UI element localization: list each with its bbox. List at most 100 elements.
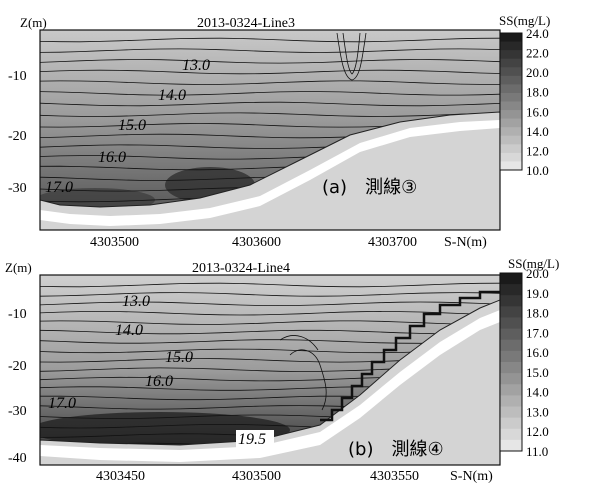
contour-line-b-3 [40,310,500,316]
colorbar-b-band-6 [500,339,522,352]
ytick-b-10: -10 [8,307,27,322]
colorbar-b-tick-7: 13.0 [526,404,549,419]
panel-b-contour-labels: 13.0 14.0 15.0 16.0 17.0 19.5 [48,293,274,448]
contour-line-a-6 [40,101,500,107]
contour-line-a-3 [40,69,500,75]
colorbar-a-band-4 [500,67,522,77]
ytick-b-20: -20 [8,359,27,374]
colorbar-b-band-10 [500,384,522,396]
ytick-b-30: -30 [8,404,27,419]
colorbar-b-band-5 [500,328,522,341]
colorbar-a-band-7 [500,92,522,102]
colorbar-b-band-4 [500,317,522,330]
colorbar-a-band-8 [500,101,522,111]
colorbar-a-band-1 [500,41,522,51]
contour-label-b-13: 13.0 [122,293,150,310]
panel-a-field [40,30,500,230]
panel-b-colorbar-label: SS(mg/L) [508,256,559,271]
colorbar-b-band-7 [500,350,522,363]
panel-a: Z(m) 2013-0324-Line3 SS(mg/L) 13.0 14.0 … [8,13,550,250]
colorbar-b-band-13 [500,417,522,430]
xtick-a-2: 4303600 [232,235,281,250]
colorbar-b-tick-3: 17.0 [526,325,549,340]
colorbar-a-band-5 [500,75,522,85]
colorbar-a-tick-0: 24.0 [526,26,549,41]
contour-line-a-2 [40,59,500,64]
colorbar-b-tick-1: 19.0 [526,286,549,301]
colorbar-a-tick-5: 14.0 [526,124,549,139]
colorbar-b-band-2 [500,295,522,307]
xtick-b-3: 4303550 [370,469,419,484]
colorbar-b-tick-6: 14.0 [526,385,549,400]
colorbar-b-tick-0: 20.0 [526,266,549,281]
ytick-b-40: -40 [8,451,27,466]
colorbar-a-tick-1: 22.0 [526,46,549,61]
xtick-a-3: 4303700 [368,235,417,250]
contour-line-b-5 [40,329,500,335]
xtick-b-1: 4303450 [96,469,145,484]
xtick-a-1: 4303500 [90,235,139,250]
colorbar-b-band-1 [500,284,522,296]
colorbar-b-band-11 [500,395,522,407]
contour-label-b-17: 17.0 [48,395,76,412]
contour-label-a-14: 14.0 [158,87,186,104]
contour-label-a-15: 15.0 [118,117,146,134]
panel-a-xticks: 4303500 4303600 4303700 S-N(m) [90,235,487,250]
ytick-a-10: -10 [8,69,27,84]
panel-a-yticks: -10 -20 -30 [8,69,27,196]
contour-label-b-195: 19.5 [238,431,266,448]
colorbar-a-band-11 [500,127,522,137]
contour-line-a-4 [40,80,500,85]
contour-line-a-7 [40,112,500,117]
colorbar-a-band-12 [500,135,522,145]
colorbar-b-band-8 [500,362,522,374]
ytick-a-20: -20 [8,129,27,144]
contour-label-b-14: 14.0 [115,322,143,339]
colorbar-a-tick-3: 18.0 [526,85,549,100]
panel-b: Z(m) 2013-0324-Line4 SS(mg/L) 13.0 14.0 … [5,256,559,484]
ytick-a-30: -30 [8,181,27,196]
contour-line-a-5 [40,91,500,96]
colorbar-a-band-10 [500,118,522,128]
colorbar-a-band-14 [500,152,522,162]
panel-b-yticks: -10 -20 -30 -40 [8,307,27,466]
contour-label-b-16: 16.0 [145,373,173,390]
panel-a-label: (a) 測線③ [322,177,417,198]
panel-b-field [40,275,500,465]
contour-line-b-1 [40,292,500,297]
panel-a-colorbar-label: SS(mg/L) [499,13,550,28]
colorbar-a-band-3 [500,58,522,68]
panel-b-title: 2013-0324-Line4 [192,261,290,276]
contour-line-b-2 [40,301,500,307]
contour-label-a-17: 17.0 [45,179,73,196]
colorbar-a-tick-7: 10.0 [526,163,549,178]
colorbar-b-tick-5: 15.0 [526,365,549,380]
colorbar-a-tick-2: 20.0 [526,65,549,80]
contour-line-a-0 [40,37,500,43]
xtick-b-2: 4303500 [232,469,281,484]
colorbar-b-band-12 [500,406,522,419]
colorbar-a-tick-4: 16.0 [526,104,549,119]
colorbar-a-band-15 [500,161,522,171]
panel-a-ylabel: Z(m) [20,15,47,30]
colorbar-a-band-2 [500,50,522,60]
colorbar-a-band-0 [500,33,522,43]
contour-label-b-15: 15.0 [165,349,193,366]
panel-b-colorbar: 20.0 19.0 18.0 17.0 16.0 15.0 14.0 13.0 12.0 11.0 [499,266,549,459]
panel-a-contour-labels: 13.0 14.0 15.0 16.0 17.0 [45,57,210,196]
contour-label-a-16: 16.0 [98,149,126,166]
colorbar-b-tick-8: 12.0 [526,424,549,439]
contour-line-b-0 [40,282,500,288]
panel-a-colorbar: 24.0 22.0 20.0 18.0 16.0 14.0 12.0 10.0 [499,26,549,178]
colorbar-b-tick-4: 16.0 [526,345,549,360]
panel-b-label: (b) 測線④ [348,439,444,460]
panel-b-xlabel: S-N(m) [450,469,493,484]
colorbar-b-band-15 [500,439,522,452]
panel-b-ylabel: Z(m) [5,260,32,275]
colorbar-b-band-0 [500,273,522,285]
colorbar-a-band-13 [500,144,522,154]
colorbar-a-tick-6: 12.0 [526,143,549,158]
colorbar-b-band-3 [500,306,522,318]
colorbar-a-band-9 [500,110,522,120]
